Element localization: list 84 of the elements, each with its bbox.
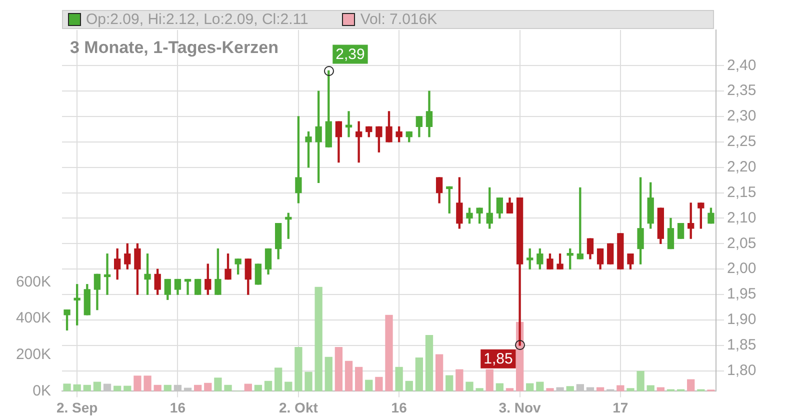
bar — [405, 380, 413, 392]
bar — [496, 383, 504, 392]
bar — [274, 368, 282, 392]
bar — [224, 384, 232, 392]
y-tick-label: 2,15 — [727, 184, 756, 201]
bar — [626, 388, 634, 392]
bar — [526, 383, 534, 392]
bar — [63, 384, 71, 392]
y-tick-label: 2,40 — [727, 56, 756, 74]
bar — [687, 379, 695, 392]
bar — [93, 382, 102, 392]
x-tick-label: 17 — [612, 399, 628, 416]
candlestick — [184, 278, 192, 295]
bar — [124, 386, 132, 392]
y-tick-label: 2,00 — [727, 260, 756, 278]
bar — [164, 384, 172, 392]
bar — [304, 372, 312, 392]
bar — [506, 388, 514, 392]
y-tick-label: 1,90 — [727, 311, 756, 328]
bar — [144, 376, 152, 392]
bar — [214, 378, 222, 392]
candlestick — [355, 121, 362, 163]
bar — [264, 380, 272, 392]
bar — [616, 385, 624, 392]
y-tick-label: 2,35 — [727, 82, 756, 100]
y2-tick-label: 600K — [16, 273, 51, 290]
bar — [446, 375, 454, 392]
bar — [73, 384, 81, 392]
bar — [656, 387, 664, 392]
bar — [344, 360, 353, 392]
bar — [284, 382, 292, 392]
bar — [566, 386, 574, 392]
y-tick-label: 2,25 — [727, 133, 756, 150]
bar — [83, 384, 91, 392]
y2-tick-label: 200K — [16, 346, 51, 364]
bar — [546, 388, 554, 392]
bar — [476, 388, 484, 392]
bar — [395, 366, 403, 392]
x-tick-label: 2. Sep — [56, 399, 98, 416]
y-tick-label: 1,85 — [727, 336, 756, 354]
bar — [204, 382, 212, 392]
y-tick-label: 2,20 — [727, 158, 756, 176]
legend-label: Op:2.09, Hi:2.12, Lo:2.09, Cl:2.11 — [86, 11, 308, 28]
y2-tick-label: 0K — [32, 382, 51, 400]
bar — [536, 382, 544, 392]
bar — [375, 376, 383, 392]
candlestick — [345, 111, 352, 138]
bar — [324, 356, 332, 392]
bar — [486, 369, 494, 392]
bar — [194, 384, 202, 392]
annotation: 1,85 — [484, 350, 513, 368]
bar — [415, 357, 424, 392]
candlestick — [104, 254, 111, 295]
y2-tick-label: 400K — [16, 310, 51, 327]
y-tick-label: 2,05 — [727, 234, 756, 252]
bar — [354, 366, 363, 392]
bar — [456, 369, 464, 392]
y-tick-label: 2,30 — [727, 108, 756, 125]
bar — [646, 385, 654, 392]
bar — [466, 382, 474, 392]
bar — [596, 387, 604, 392]
bar — [435, 354, 444, 392]
bar — [294, 346, 302, 392]
x-tick-label: 16 — [391, 399, 408, 416]
bar — [636, 370, 644, 392]
annotation: 2,39 — [336, 46, 365, 63]
text: 3 Monate, 1-Tages-Kerzen — [70, 38, 278, 57]
y-tick-label: 2,10 — [727, 209, 756, 226]
bar — [365, 380, 373, 392]
x-tick-label: 2. Okt — [278, 399, 318, 416]
legend-label: Vol: 7.016K — [360, 11, 438, 28]
bar — [385, 314, 393, 392]
y-tick-label: 1,80 — [727, 362, 756, 379]
bar — [334, 346, 343, 392]
bar — [314, 286, 322, 392]
bar — [154, 384, 162, 392]
x-tick-label: 16 — [170, 399, 186, 416]
bar — [114, 386, 122, 392]
x-tick-label: 3. Nov — [498, 399, 542, 416]
bar — [244, 384, 252, 392]
y-tick-label: 1,95 — [727, 286, 756, 303]
bar — [425, 334, 434, 392]
bar — [134, 376, 142, 392]
bar — [254, 384, 262, 392]
